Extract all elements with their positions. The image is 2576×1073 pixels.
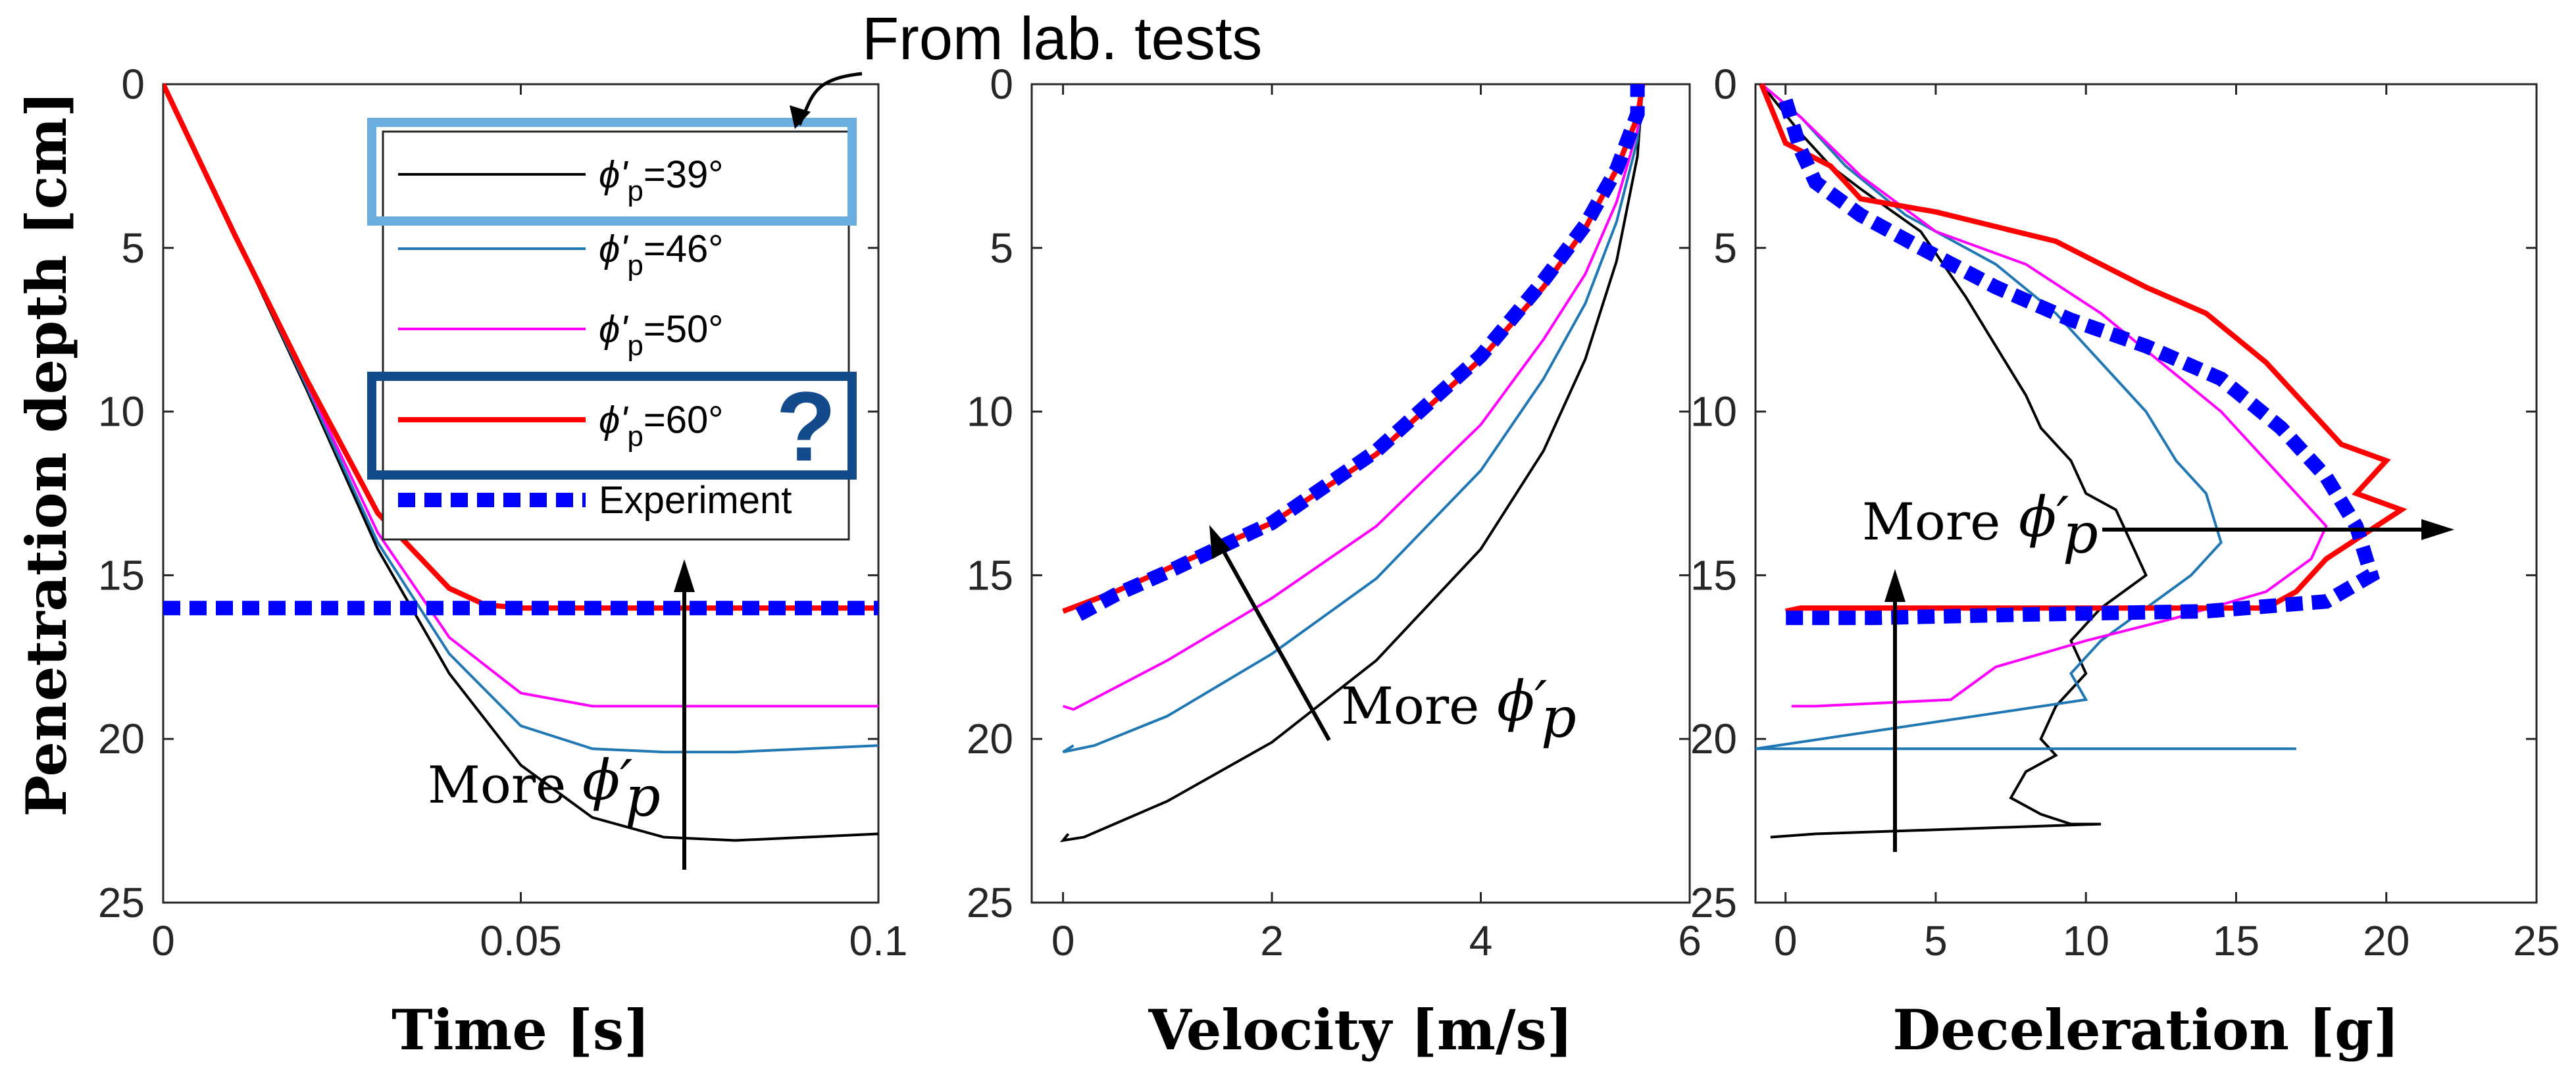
legend-label-1: ϕ'p=46° bbox=[599, 228, 723, 282]
lab-arrow bbox=[797, 72, 863, 126]
more-phi-annotation-1: More ϕ′ p bbox=[428, 559, 695, 870]
deceleration-series--p-39- bbox=[1760, 83, 2148, 839]
time-ytick-label: 5 bbox=[121, 224, 145, 272]
velocity-ytick-label: 25 bbox=[967, 879, 1013, 926]
velocity-xtick-label: 4 bbox=[1469, 917, 1493, 964]
question-highlight-box bbox=[367, 372, 857, 480]
time-ytick-label: 0 bbox=[121, 61, 145, 108]
velocity-x-axis-label: Velocity [m/s] bbox=[1148, 997, 1573, 1062]
deceleration-axes-box bbox=[1754, 83, 2538, 904]
more-phi-annotation-2: More ϕ′ p bbox=[1209, 525, 1577, 750]
deceleration-series--p-60- bbox=[1759, 83, 2408, 614]
time-x-axis-label: Time [s] bbox=[391, 997, 650, 1062]
legend-label-3: ϕ'p=60° bbox=[599, 399, 723, 453]
more-phi-symbol-1: ϕ′ bbox=[582, 748, 632, 812]
time-ytick-label: 15 bbox=[98, 551, 145, 599]
time-xtick-label: 0.05 bbox=[480, 917, 562, 964]
velocity-xtick-label: 6 bbox=[1678, 917, 1702, 964]
deceleration-x-axis-label: Deceleration [g] bbox=[1892, 997, 2399, 1062]
legend-label-0: ϕ'p=39° bbox=[599, 153, 723, 207]
deceleration-series--p-46- bbox=[1755, 83, 2296, 751]
more-phi-text-2: More bbox=[1341, 677, 1479, 736]
velocity-series--p-60- bbox=[1062, 84, 1646, 614]
velocity-ytick-label: 10 bbox=[967, 388, 1013, 436]
deceleration-xtick-label: 10 bbox=[2063, 917, 2109, 964]
time-xtick-label: 0.1 bbox=[849, 917, 908, 964]
velocity-xtick-label: 2 bbox=[1260, 917, 1284, 964]
velocity-panel: 0 5 10 15 20 25 0 2 4 6 Velocity [m/s] bbox=[967, 61, 1702, 1062]
more-phi-symbol-2: ϕ′ bbox=[1497, 669, 1547, 734]
deceleration-ytick-label: 5 bbox=[1713, 224, 1737, 272]
deceleration-ytick-label: 20 bbox=[1690, 715, 1737, 762]
deceleration-ytick-label: 25 bbox=[1690, 879, 1737, 926]
velocity-series--p-46- bbox=[1062, 84, 1644, 754]
time-ytick-label: 20 bbox=[98, 715, 145, 762]
deceleration-series-experiment bbox=[1779, 98, 2380, 626]
velocity-ytick-label: 15 bbox=[967, 551, 1013, 599]
legend-label-4: Experiment bbox=[599, 479, 792, 522]
question-mark: ? bbox=[776, 371, 836, 482]
velocity-axes-box bbox=[1030, 83, 1691, 904]
from-lab-tests-label: From lab. tests bbox=[862, 5, 1262, 72]
time-xtick-label: 0 bbox=[151, 917, 175, 964]
y-axis-label: Penetration depth [cm] bbox=[14, 91, 79, 817]
lab-highlight-box bbox=[367, 118, 857, 226]
deceleration-ytick-label: 15 bbox=[1690, 551, 1737, 599]
deceleration-xtick-label: 0 bbox=[1774, 917, 1798, 964]
more-phi-sub-2: p bbox=[1541, 686, 1577, 750]
lab-arrow-head bbox=[790, 105, 811, 129]
deceleration-xtick-label: 15 bbox=[2213, 917, 2260, 964]
more-phi-annotation-3: More ϕ′ p bbox=[1862, 485, 2454, 852]
deceleration-ytick-label: 0 bbox=[1713, 61, 1737, 108]
deceleration-series--p-50- bbox=[1760, 83, 2328, 708]
velocity-series--p-39- bbox=[1059, 84, 1644, 843]
deceleration-xtick-label: 20 bbox=[2363, 917, 2410, 964]
velocity-ytick-label: 20 bbox=[967, 715, 1013, 762]
velocity-xtick-label: 0 bbox=[1051, 917, 1075, 964]
legend-label-2: ϕ'p=50° bbox=[599, 308, 723, 362]
time-ytick-label: 25 bbox=[98, 879, 145, 926]
velocity-series-experiment bbox=[1075, 84, 1645, 621]
velocity-ytick-label: 5 bbox=[990, 224, 1013, 272]
time-ytick-label: 10 bbox=[98, 388, 145, 436]
more-phi-text-3: More bbox=[1862, 493, 2000, 552]
more-phi-symbol-3: ϕ′ bbox=[2019, 485, 2069, 549]
more-phi-text-1: More bbox=[428, 756, 566, 815]
velocity-series--p-50- bbox=[1063, 84, 1644, 711]
deceleration-panel: 0 5 10 15 20 25 0 5 10 15 20 25 Deceleration [g] bbox=[1690, 61, 2560, 1062]
deceleration-xtick-label: 5 bbox=[1924, 917, 1948, 964]
velocity-ytick-label: 0 bbox=[990, 61, 1013, 108]
more-phi-sub-3: p bbox=[2063, 501, 2098, 566]
more-phi-sub-1: p bbox=[625, 764, 661, 829]
deceleration-ytick-label: 10 bbox=[1690, 388, 1737, 436]
deceleration-xtick-label: 25 bbox=[2513, 917, 2560, 964]
